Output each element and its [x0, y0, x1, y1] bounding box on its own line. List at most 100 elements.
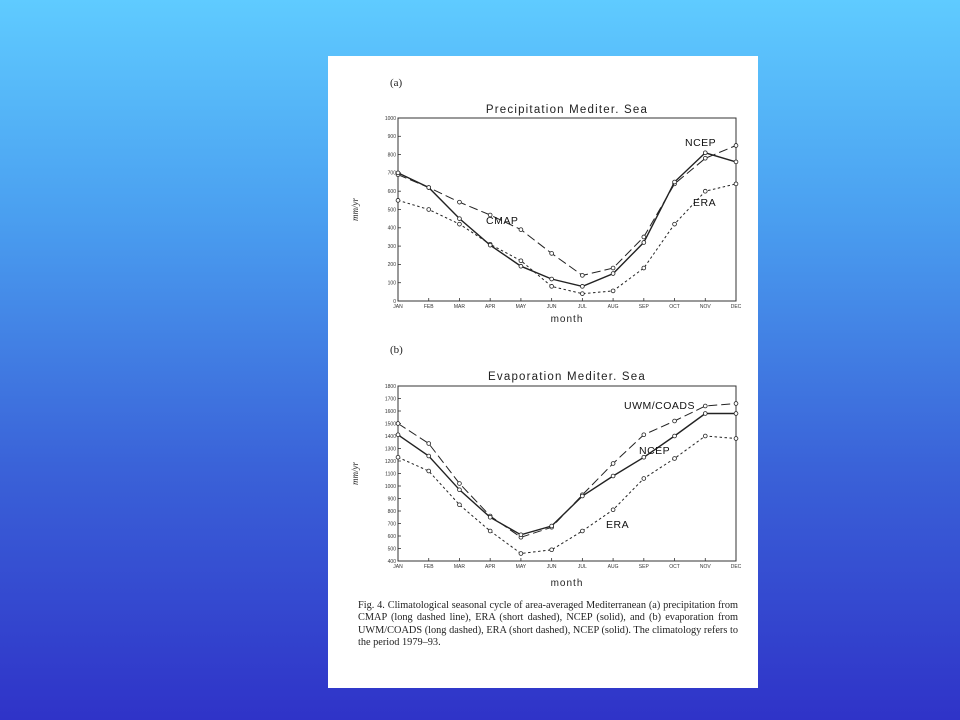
panel-b-series-uwm-coads-point: [641, 432, 647, 438]
panel-b-xtick-label: MAR: [454, 564, 466, 570]
panel-b-series-uwm-coads-point: [672, 418, 677, 424]
panel-b-series-era-point: [610, 507, 616, 513]
panel-b-ytick-label: 500: [388, 546, 397, 552]
panel-a-xtick-label: MAY: [516, 304, 527, 310]
panel-b-series-era-point: [457, 502, 462, 508]
panel-b-ytick-label: 1800: [385, 384, 396, 390]
panel-a-series-ncep-point: [580, 284, 585, 289]
panel-a-xtick-label: FEB: [424, 304, 434, 310]
panel-b-series-uwm-coads-point: [610, 461, 616, 466]
panel-a-series-era-label: ERA: [693, 197, 716, 209]
panel-a-series-ncep-point: [641, 240, 647, 245]
panel-b-ytick-label: 1400: [385, 434, 396, 440]
panel-b-xtick-label: SEP: [639, 564, 650, 570]
panel-b-series-ncep-point: [580, 493, 585, 499]
panel-a-ytick-label: 200: [388, 262, 397, 268]
panel-a-ytick-label: 800: [388, 152, 397, 158]
panel-a-series-era-point: [733, 181, 739, 187]
panel-a-ytick-label: 1000: [385, 116, 396, 122]
figure-panel: (a) Precipitation Mediter. Sea 0 100 200 300 4…: [328, 56, 758, 688]
panel-b-series-ncep-label: NCEP: [639, 445, 670, 457]
panel-a-series-era-point: [426, 207, 432, 212]
panel-b-series-ncep-point: [610, 473, 616, 479]
panel-b-ytick-label: 900: [388, 496, 397, 502]
panel-b-series-era-point: [641, 476, 647, 481]
panel-b-ylabel: mm/yr: [350, 462, 360, 485]
panel-b-ytick-label: 1000: [385, 484, 396, 490]
panel-a-series-era-point: [610, 288, 616, 294]
panel-b-series-era-point: [733, 436, 739, 441]
panel-b-series-era-point: [672, 456, 677, 461]
panel-a-xtick-label: SEP: [639, 304, 650, 310]
panel-b-series-era-line: [397, 435, 737, 555]
panel-b-series-era-point: [395, 454, 401, 460]
panel-a-series-era-point: [641, 265, 647, 271]
panel-b-series-uwm-coads-point: [702, 403, 708, 409]
panel-b-ytick-label: 1600: [385, 409, 396, 415]
panel-a-xtick-label: AUG: [608, 304, 619, 310]
panel-b-series-era-label: ERA: [606, 519, 629, 531]
panel-b-ytick-label: 400: [388, 559, 397, 565]
panel-a-ytick-label: 100: [388, 281, 397, 287]
panel-b-series-ncep-point: [518, 532, 524, 538]
panel-a-series-ncep-point: [733, 159, 739, 165]
panel-b-xtick-label: AUG: [608, 564, 619, 570]
panel-a-series-era-point: [580, 291, 585, 296]
panel-b-xtick-label: DEC: [731, 564, 742, 570]
panel-b-series-uwm-coads-point: [457, 481, 462, 486]
panel-b-xlabel: month: [551, 578, 584, 589]
panel-b-xtick-label: OCT: [669, 564, 680, 570]
panel-b-series-uwm-coads-label: UWM/COADS: [624, 400, 695, 412]
panel-a-ytick-label: 300: [388, 244, 397, 250]
panel-a-series-era-point: [518, 258, 524, 264]
panel-b-xtick-label: NOV: [700, 564, 712, 570]
panel-b-ytick-label: 1500: [385, 421, 396, 427]
panel-b-series-ncep-point: [641, 454, 647, 460]
panel-a-ytick-label: 600: [388, 189, 397, 195]
panel-b-series-era-point: [426, 468, 432, 474]
panel-b-xtick-label: JAN: [393, 564, 403, 570]
panel-b-series-era-point: [580, 528, 585, 534]
panel-a-series-ncep-point: [549, 276, 554, 282]
panel-a-series-ncep-line: [397, 152, 737, 288]
panel-b-series-era-point: [518, 551, 524, 556]
panel-a-series-era-point: [549, 284, 554, 289]
panel-a-xlabel: month: [551, 314, 584, 325]
panel-a-series-cmap-point: [702, 155, 708, 161]
panel-b-xtick-label: JUL: [578, 564, 587, 570]
panel-b-ytick-label: 800: [388, 509, 397, 515]
panel-a-series-cmap-point: [610, 265, 616, 271]
panel-b-series-ncep-point: [733, 411, 739, 416]
panel-b-title: Evaporation Mediter. Sea: [488, 371, 646, 383]
panel-a-series-era-point: [395, 198, 401, 203]
panel-b-ytick-label: 1700: [385, 396, 396, 402]
panel-a-series-ncep-point: [518, 263, 524, 269]
panel-a-series-cmap-point: [549, 251, 554, 256]
panel-b-series-ncep-point: [487, 514, 493, 520]
panel-b-series-ncep-point: [672, 433, 677, 439]
panel-a-title: Precipitation Mediter. Sea: [486, 104, 648, 116]
panel-a-series-cmap-line: [397, 145, 737, 276]
panel-b-series-uwm-coads-point: [426, 441, 432, 446]
panel-b-series-ncep-point: [457, 487, 462, 493]
panel-a-ytick-label: 400: [388, 226, 397, 232]
panel-a-xtick-label: JAN: [393, 304, 403, 310]
panel-a-ytick-label: 500: [388, 207, 397, 213]
panel-b-ytick-label: 600: [388, 534, 397, 540]
panel-a-series-ncep-point: [487, 242, 493, 248]
panel-a-ylabel: mm/yr: [350, 198, 360, 221]
panel-b-series-ncep-point: [549, 523, 554, 529]
panel-b-series-uwm-coads-point: [395, 421, 401, 426]
panel-b-ytick-label: 700: [388, 521, 397, 527]
panel-a-series-cmap-point: [457, 199, 462, 205]
panel-a-series-era-line: [397, 183, 737, 295]
panel-b-xtick-label: APR: [485, 564, 496, 570]
panel-a-series-ncep-label: NCEP: [685, 137, 716, 149]
panel-b-xtick-label: JUN: [547, 564, 557, 570]
panel-b-series-ncep-point: [395, 432, 401, 438]
panel-a-series-cmap-point: [487, 212, 493, 218]
panel-a-series-cmap-point: [580, 273, 585, 278]
panel-b-series-uwm-coads-point: [733, 401, 739, 406]
figure-svg: (a) Precipitation Mediter. Sea 0 100 200 300 4…: [350, 77, 742, 589]
panel-b-ytick-label: 1300: [385, 446, 396, 452]
